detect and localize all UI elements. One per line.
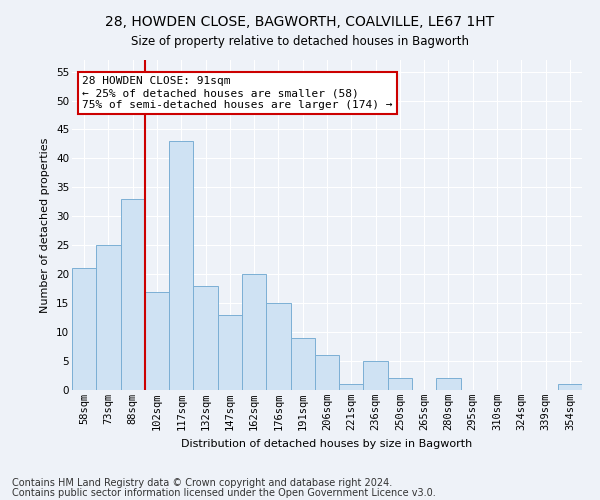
Bar	[121, 199, 145, 390]
Bar	[558, 384, 582, 390]
Bar	[242, 274, 266, 390]
Bar	[96, 246, 121, 390]
Text: Contains public sector information licensed under the Open Government Licence v3: Contains public sector information licen…	[12, 488, 436, 498]
Bar	[388, 378, 412, 390]
Text: 28 HOWDEN CLOSE: 91sqm
← 25% of detached houses are smaller (58)
75% of semi-det: 28 HOWDEN CLOSE: 91sqm ← 25% of detached…	[82, 76, 392, 110]
Text: Contains HM Land Registry data © Crown copyright and database right 2024.: Contains HM Land Registry data © Crown c…	[12, 478, 392, 488]
Bar	[72, 268, 96, 390]
Bar	[193, 286, 218, 390]
Bar	[339, 384, 364, 390]
Bar	[145, 292, 169, 390]
X-axis label: Distribution of detached houses by size in Bagworth: Distribution of detached houses by size …	[181, 438, 473, 448]
Bar	[315, 356, 339, 390]
Y-axis label: Number of detached properties: Number of detached properties	[40, 138, 50, 312]
Bar	[218, 314, 242, 390]
Bar	[290, 338, 315, 390]
Bar	[364, 361, 388, 390]
Bar	[266, 303, 290, 390]
Bar	[436, 378, 461, 390]
Text: 28, HOWDEN CLOSE, BAGWORTH, COALVILLE, LE67 1HT: 28, HOWDEN CLOSE, BAGWORTH, COALVILLE, L…	[106, 15, 494, 29]
Bar	[169, 141, 193, 390]
Text: Size of property relative to detached houses in Bagworth: Size of property relative to detached ho…	[131, 35, 469, 48]
